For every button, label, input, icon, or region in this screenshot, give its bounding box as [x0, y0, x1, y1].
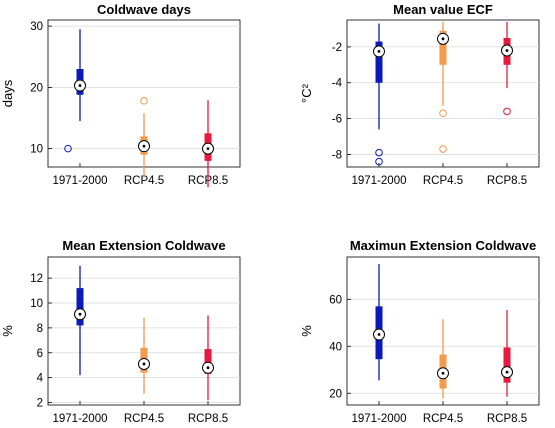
y-tick-label: 10	[30, 298, 43, 310]
x-tick-label: RCP4.5	[124, 175, 164, 187]
y-tick-label: 2	[37, 398, 43, 410]
chart-title: Mean value ECF	[393, 2, 493, 17]
chart-title: Mean Extension Coldwave	[62, 238, 225, 253]
y-tick-label: -8	[332, 149, 342, 161]
y-tick-label: 30	[30, 21, 43, 33]
outlier-point	[375, 148, 383, 157]
y-tick-label: 8	[37, 323, 43, 335]
y-tick-label: 20	[329, 388, 342, 400]
x-tick-label: RCP4.5	[423, 413, 463, 425]
median-dot	[441, 37, 445, 41]
box-iqr	[204, 349, 212, 374]
chart-title: Coldwave days	[97, 2, 191, 17]
outlier-point	[64, 144, 72, 153]
outlier-point	[140, 97, 148, 105]
y-tick-label: 12	[30, 273, 43, 285]
panel-maximum-extension-coldwave: 20 40 60 Maximun Extension Coldwave% 1971-20…	[299, 238, 540, 425]
y-tick-label: -6	[332, 114, 342, 126]
y-tick-label: 6	[37, 348, 43, 360]
median-dot	[505, 49, 509, 52]
outlier-point	[439, 109, 447, 118]
median-dot	[206, 147, 210, 151]
panel-mean-value-ecf: -8 -6 -4 -2 Mean value ECF °C² 1971-2000 RCP4.5…	[299, 2, 540, 187]
x-tick-label: RCP8.5	[487, 413, 527, 425]
chart-title: Maximun Extension Coldwave	[350, 238, 536, 253]
y-axis-label: days	[0, 79, 15, 107]
x-tick-label: 1971-2000	[53, 175, 108, 187]
y-tick-label: 20	[30, 82, 43, 94]
median-dot	[377, 49, 381, 53]
median-dot	[78, 84, 82, 87]
x-tick-label: 1971-2000	[352, 175, 407, 187]
x-tick-label: 1971-2000	[352, 413, 407, 425]
y-axis-label: %	[299, 325, 314, 337]
outlier-point	[375, 157, 383, 166]
median-dot	[505, 370, 509, 374]
y-axis-label: %	[0, 325, 15, 337]
box-iqr	[375, 41, 383, 83]
y-tick-label: 40	[329, 341, 342, 353]
median-dot	[441, 371, 445, 375]
box-iqr	[439, 30, 447, 65]
y-tick-label: 10	[30, 144, 43, 156]
x-tick-label: 1971-2000	[53, 413, 108, 425]
box-iqr	[503, 347, 511, 383]
outlier-point	[503, 107, 511, 116]
x-tick-label: RCP4.5	[124, 413, 164, 425]
box-iqr	[76, 288, 84, 326]
outlier-point	[439, 145, 447, 153]
y-tick-label: 4	[37, 373, 44, 385]
y-axis-label: °C²	[299, 83, 314, 103]
x-tick-label: RCP8.5	[487, 175, 527, 187]
x-tick-label: RCP8.5	[188, 413, 228, 425]
median-dot	[206, 366, 210, 370]
panel-mean-extension-coldwave: 2 4 6 8 10 12 Mean Extension Coldwave% 1971-200…	[0, 238, 241, 425]
median-dot	[142, 144, 146, 148]
y-tick-label: -4	[332, 78, 343, 90]
y-tick-label: 60	[329, 294, 342, 306]
median-dot	[142, 362, 146, 366]
y-tick-label: -2	[332, 42, 342, 54]
x-tick-label: RCP4.5	[423, 175, 463, 187]
median-dot	[377, 333, 381, 336]
median-dot	[78, 312, 82, 316]
